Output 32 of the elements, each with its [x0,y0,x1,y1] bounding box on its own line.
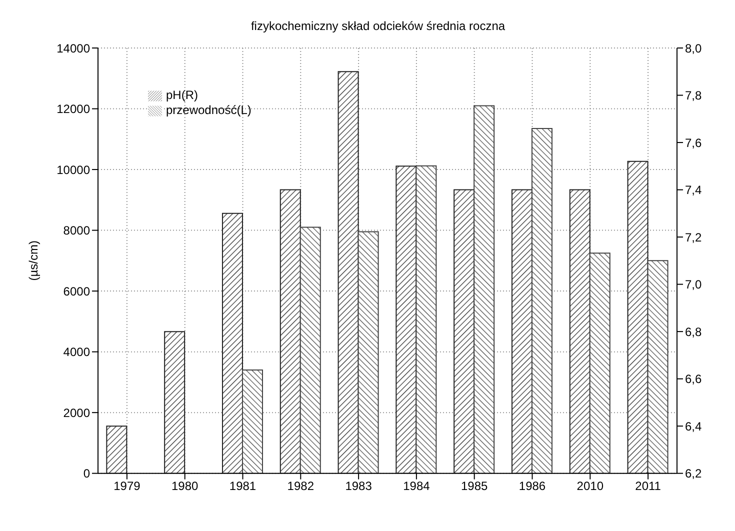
y-tick-label: 12000 [56,102,90,116]
y2-tick-label: 6,8 [685,324,702,339]
y2-tick-label: 6,4 [685,419,702,434]
y2-tick-label: 6,2 [685,466,702,481]
x-tick-label: 1985 [461,478,488,493]
legend-label: pH(R) [166,88,198,102]
y-tick-label: 4000 [63,345,90,360]
y2-tick-label: 7,6 [685,136,702,150]
y-tick-label: 0 [83,466,90,481]
x-tick-label: 1986 [518,478,546,493]
y2-tick-label: 6,6 [685,372,702,386]
legend-label: przewodność(L) [166,102,252,117]
x-tick-label: 2011 [635,478,662,493]
x-tick-label: 1980 [172,478,199,493]
y-tick-label: 2000 [63,406,90,420]
y2-tick-label: 7,2 [685,230,702,244]
y2-tick-label: 7,8 [685,88,702,103]
y-tick-label: 10000 [56,162,90,177]
y2-tick-label: 7,0 [685,278,702,292]
x-tick-label: 1983 [345,478,372,493]
y2-tick-label: 8,0 [685,41,702,56]
y-tick-label: 14000 [56,41,90,56]
x-tick-label: 1984 [403,478,430,493]
x-tick-label: 1981 [229,478,256,493]
y-axis-title: (µs/cm) [26,240,40,281]
x-tick-label: 1979 [114,478,141,493]
chart-title: fizykochemiczny skład odcieków średnia roczna [250,19,506,33]
x-tick-label: 2010 [576,478,604,493]
x-tick-label: 1982 [287,478,314,493]
y-tick-label: 8000 [63,224,90,238]
y2-tick-label: 7,4 [685,183,702,198]
y-tick-label: 6000 [63,284,90,298]
